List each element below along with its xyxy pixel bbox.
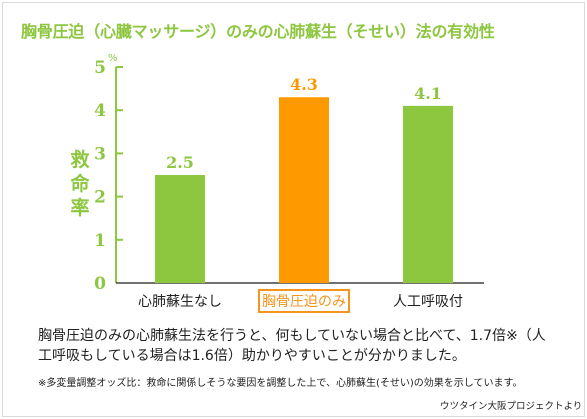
bar-value-label-0: 2.5 (166, 153, 194, 172)
description-text: 胸骨圧迫のみの心肺蘇生法を行うと、何もしていない場合と比べて、1.7倍※（人工呼… (38, 328, 546, 364)
source-credit: ウツタイン大阪プロジェクトより (440, 401, 583, 412)
y-unit-label: % (108, 53, 118, 64)
y-tick-label: 4 (94, 101, 106, 121)
bar-value-label-1: 4.3 (290, 75, 318, 94)
bar-value-label-2: 4.1 (414, 84, 442, 103)
y-tick-label: 5 (94, 58, 106, 78)
bar-2 (403, 105, 453, 283)
y-tick-label: 3 (94, 144, 106, 164)
y-axis-label: 救命率 (70, 149, 90, 219)
bar-1 (279, 97, 329, 284)
y-tick-label: 2 (94, 188, 106, 208)
chart-title: 胸骨圧迫（心臓マッサージ）のみの心肺蘇生（そせい）法の有効性 (21, 22, 495, 41)
category-label-no-cpr: 心肺蘇生なし (138, 294, 222, 310)
y-tick-label: 1 (94, 231, 106, 251)
y-tick-label: 0 (94, 274, 106, 294)
category-label-compression-only: 胸骨圧迫のみ (258, 289, 350, 313)
footnote: ※多変量調整オッズ比：救命に関係しそうな要因を調整した上で、心肺蘇生(そせい)の… (38, 378, 523, 389)
category-label-with-ventilation: 人工呼吸付 (393, 294, 463, 310)
bar-0 (155, 175, 205, 283)
